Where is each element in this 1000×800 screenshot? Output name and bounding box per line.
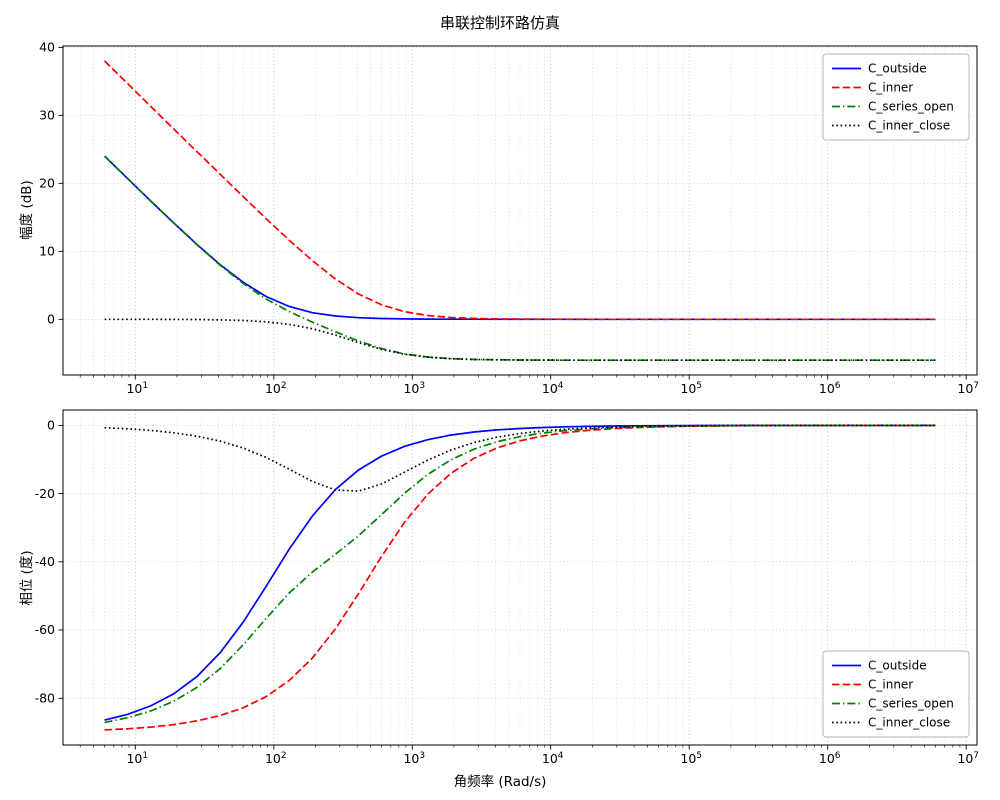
axes-spines: [62, 409, 978, 746]
series-line-C_series_open: [104, 424, 936, 724]
x-tick-label: 101: [126, 751, 148, 766]
x-tick-label: 103: [403, 751, 425, 766]
series-line-C_inner: [104, 60, 936, 321]
x-tick-label: 102: [265, 381, 287, 396]
y-tick-label: -20: [35, 486, 55, 501]
legend-label: C_inner_close: [868, 119, 950, 133]
legend-label: C_inner: [868, 678, 913, 692]
magnitude-axis-label: 幅度 (dB): [19, 180, 35, 240]
y-tick-label: -80: [35, 691, 55, 706]
y-tick-label: -60: [35, 622, 55, 637]
x-tick-label: 102: [265, 751, 287, 766]
x-tick-label: 105: [680, 381, 702, 396]
legend-box: [822, 650, 970, 738]
legend-label: C_outside: [868, 62, 927, 76]
x-tick-label: 106: [819, 381, 841, 396]
legend-label: C_outside: [868, 659, 927, 673]
x-tick-label: 106: [819, 751, 841, 766]
x-tick-label: 103: [403, 381, 425, 396]
y-tick-label: 40: [39, 40, 55, 55]
x-tick-label: 107: [957, 751, 979, 766]
legend-label: C_inner: [868, 81, 913, 95]
x-tick-label: 101: [126, 381, 148, 396]
x-tick-label: 107: [957, 381, 979, 396]
x-tick-label: 105: [680, 751, 702, 766]
phase-axis-label: 相位 (度): [19, 550, 35, 606]
y-tick-label: 0: [47, 418, 55, 433]
legend-label: C_series_open: [868, 697, 954, 711]
y-tick-label: 20: [39, 176, 55, 191]
y-tick-label: 0: [47, 312, 55, 327]
legend-label: C_series_open: [868, 100, 954, 114]
y-tick-label: 10: [39, 244, 55, 259]
y-tick-label: -40: [35, 554, 55, 569]
axes-spines: [62, 45, 978, 376]
y-tick-label: 30: [39, 108, 55, 123]
legend-box: [822, 53, 970, 141]
x-tick-label: 104: [542, 751, 564, 766]
x-axis-label: 角频率 (Rad/s): [453, 774, 547, 790]
figure-title: 串联控制环路仿真: [439, 14, 560, 32]
legend-label: C_inner_close: [868, 716, 950, 730]
x-tick-label: 104: [542, 381, 564, 396]
series-line-C_inner_close: [104, 318, 936, 362]
series-line-C_inner_close: [104, 424, 936, 492]
